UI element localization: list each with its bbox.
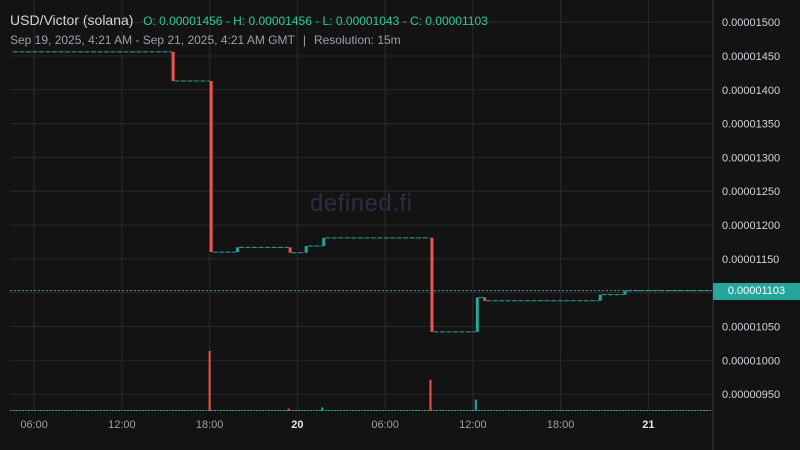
grid-lines — [10, 0, 714, 450]
y-tick-label: 0.00001500 — [722, 17, 780, 29]
y-tick-label: 0.00001150 — [722, 254, 779, 266]
header-separator: | — [302, 33, 306, 47]
y-tick-label: 0.00001300 — [722, 152, 780, 164]
x-tick-label: 12:00 — [108, 419, 136, 431]
x-tick-label: 12:00 — [459, 419, 487, 431]
volume-bar — [287, 408, 290, 411]
last-price-badge: 0.00001103 — [713, 283, 800, 300]
y-tick-label: 0.00001050 — [722, 321, 780, 333]
chart-subheader: Sep 19, 2025, 4:21 AM - Sep 21, 2025, 4:… — [10, 33, 401, 47]
x-tick-label: 18:00 — [196, 419, 224, 431]
y-tick-label: 0.00001400 — [722, 85, 780, 97]
x-tick-label: 06:00 — [371, 419, 399, 431]
candle-body — [304, 245, 308, 253]
x-tick-label: 18:00 — [547, 419, 575, 431]
chart-header: USD/Victor (solana) O: 0.00001456 - H: 0… — [10, 12, 488, 28]
candles — [13, 51, 712, 333]
candle-body — [623, 290, 627, 295]
y-tick-label: 0.00001250 — [722, 186, 780, 198]
candle-body — [235, 247, 239, 253]
candle-body — [209, 80, 213, 253]
symbol-label: USD/Victor (solana) — [10, 12, 134, 28]
y-tick-label: 0.00000950 — [722, 389, 780, 401]
date-range: Sep 19, 2025, 4:21 AM - Sep 21, 2025, 4:… — [10, 33, 295, 47]
candle-body — [475, 297, 479, 332]
candle-body — [322, 237, 326, 246]
x-tick-label: 20 — [291, 419, 303, 431]
candle-body — [288, 247, 292, 253]
x-axis: 06:00 12:00 18:00 20 06:00 12:00 18:00 21 — [20, 419, 654, 431]
y-tick-label: 0.00001000 — [722, 355, 780, 367]
volume-bar — [321, 407, 324, 411]
x-tick-label: 21 — [642, 419, 654, 431]
y-tick-label: 0.00001200 — [722, 220, 780, 232]
x-tick-label: 06:00 — [20, 419, 48, 431]
watermark: defined.fi — [310, 190, 413, 217]
ohlc-readout: O: 0.00001456 - H: 0.00001456 - L: 0.000… — [143, 14, 488, 28]
y-axis: 0.00001500 0.00001450 0.00001400 0.00001350… — [722, 17, 780, 401]
candle-body — [483, 297, 487, 301]
resolution-label: Resolution: 15m — [313, 33, 401, 47]
candle-body — [171, 51, 175, 81]
candle-body — [430, 237, 434, 332]
volume-bars — [10, 351, 712, 411]
y-tick-label: 0.00001350 — [722, 119, 780, 131]
volume-bar — [208, 351, 211, 411]
y-tick-label: 0.00001450 — [722, 51, 780, 63]
volume-bar — [429, 379, 432, 411]
candle-body — [598, 294, 602, 301]
volume-bar — [474, 399, 477, 411]
